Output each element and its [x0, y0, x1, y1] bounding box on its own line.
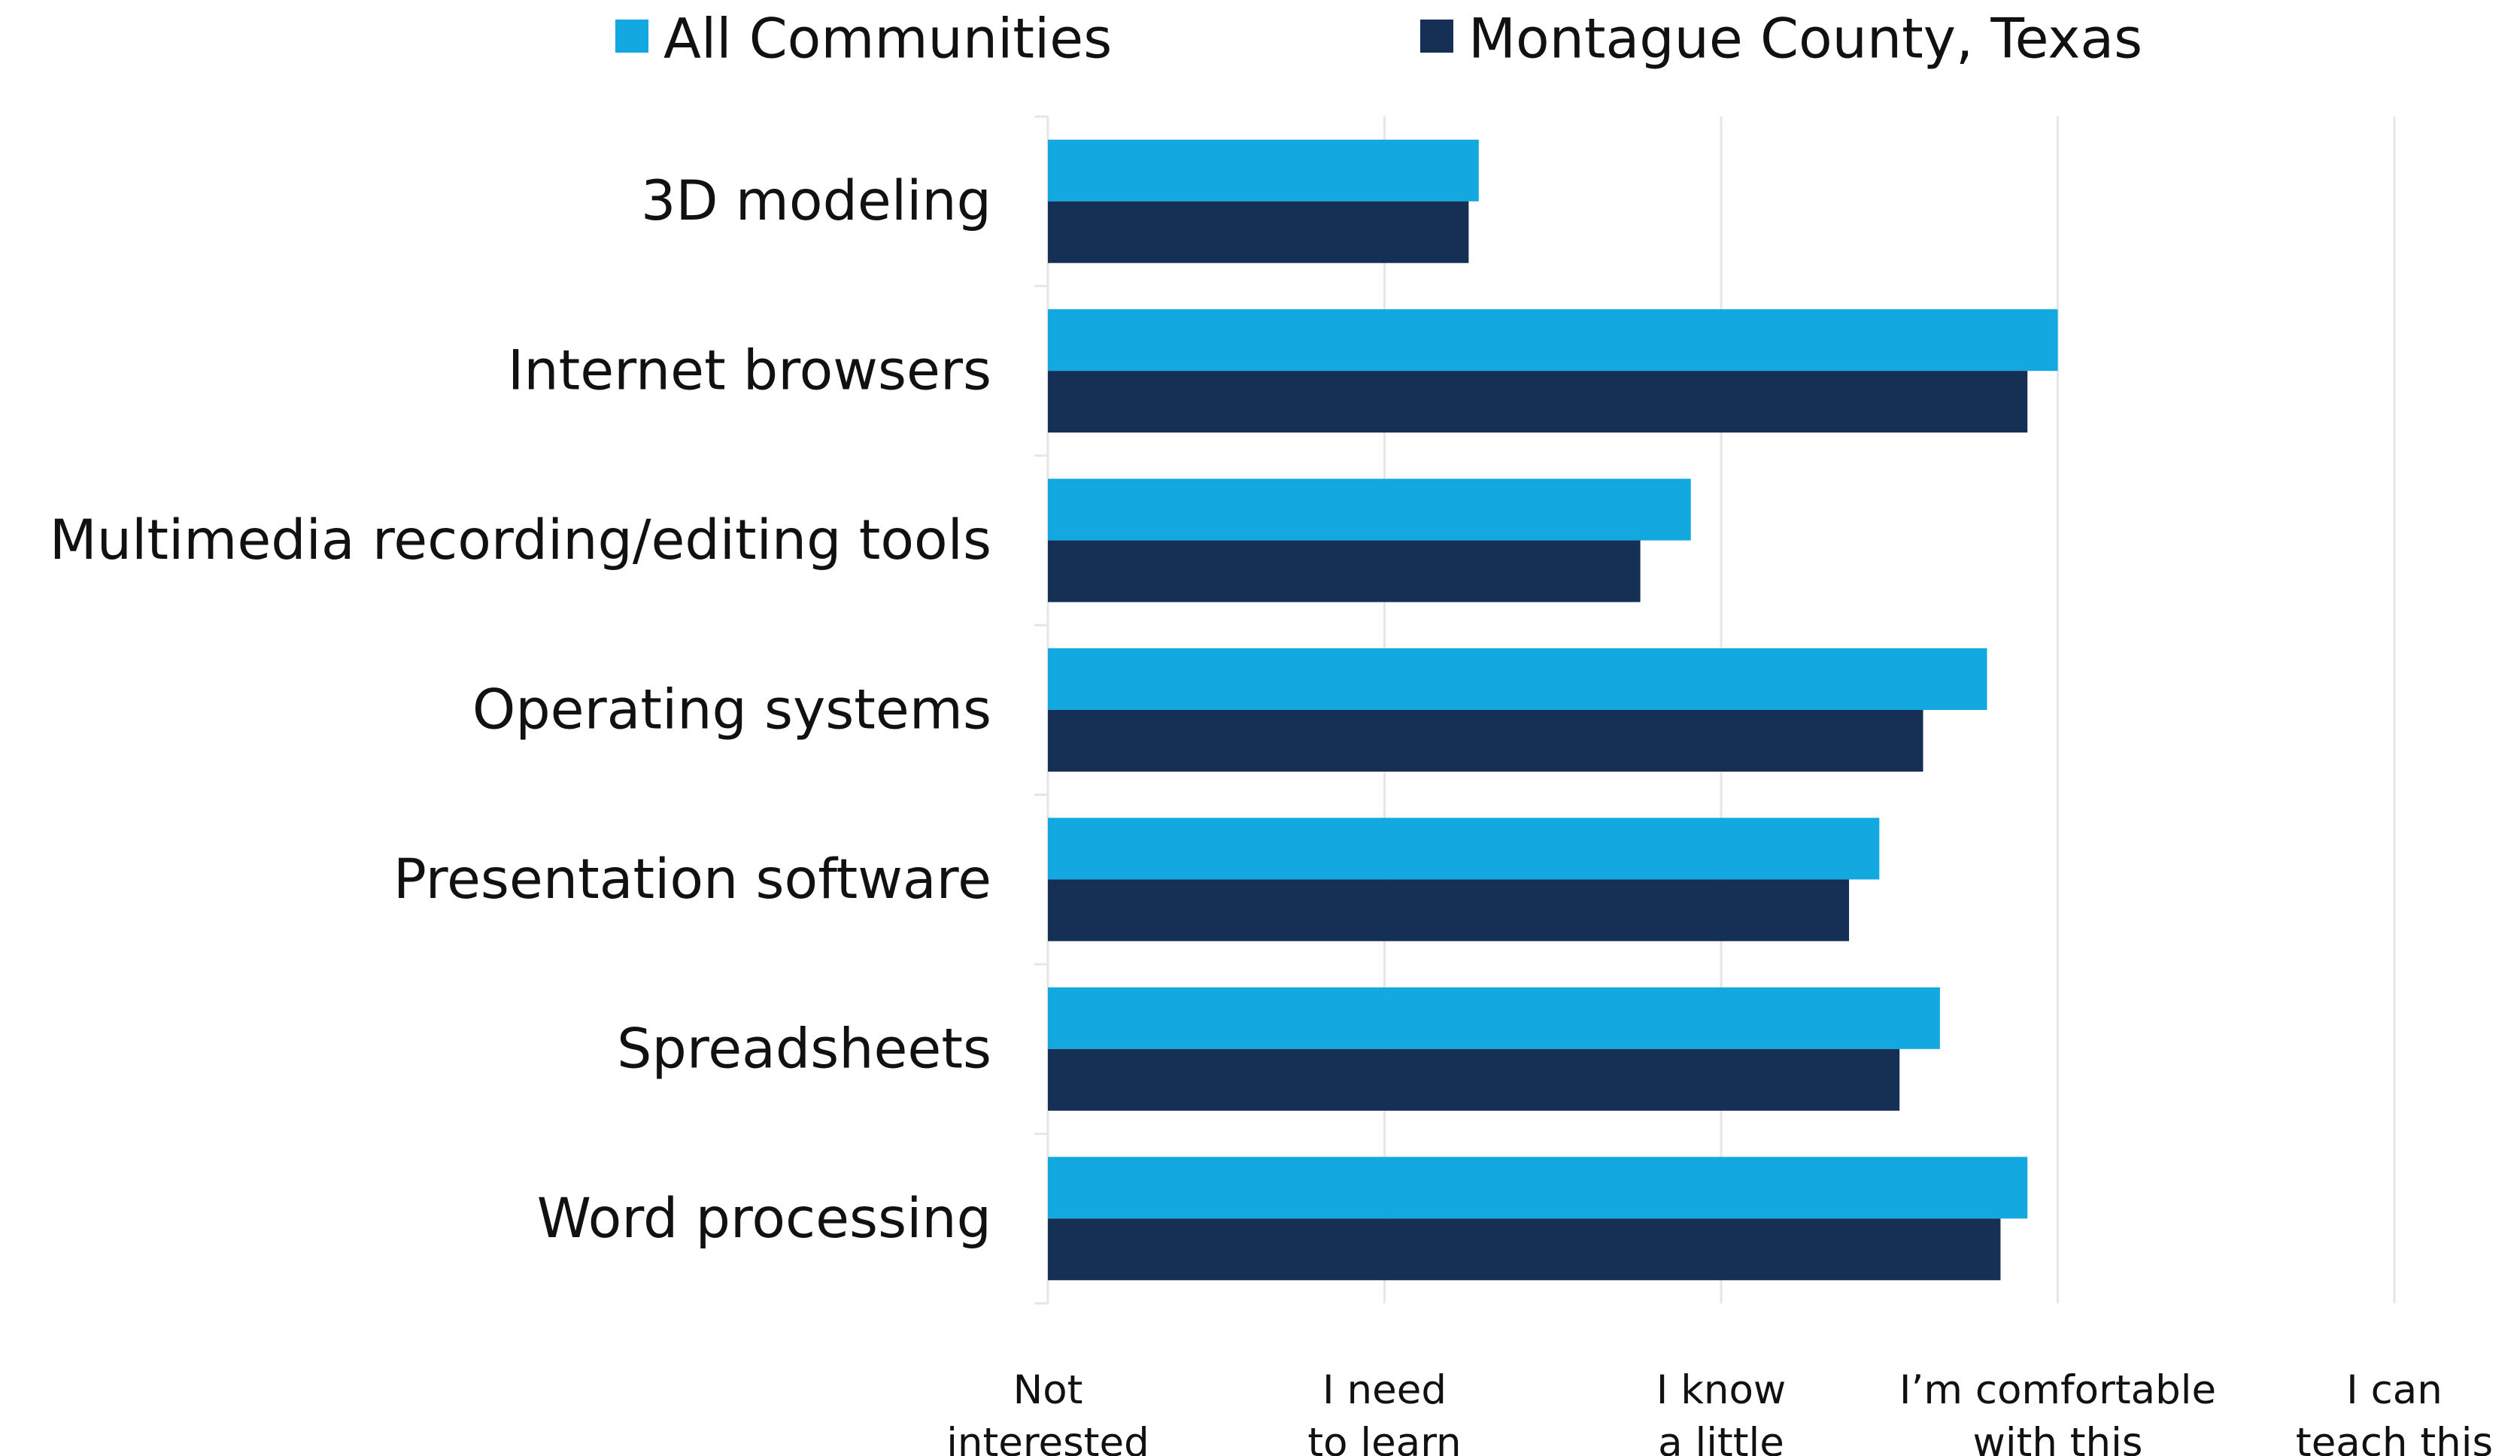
legend: All Communities Montague County, Texas — [615, 8, 2142, 71]
category-label: Internet browsers — [508, 339, 991, 403]
legend-label: All Communities — [663, 8, 1112, 71]
bars — [1048, 139, 2058, 1281]
legend-swatch — [615, 20, 648, 53]
category-label: 3D modeling — [641, 169, 991, 233]
category-label: Presentation software — [393, 848, 991, 912]
bar-montague-county — [1048, 1218, 2001, 1281]
bar-montague-county — [1048, 1048, 1900, 1111]
category-label: Multimedia recording/editing tools — [50, 508, 991, 572]
bar-all-communities — [1048, 1157, 2028, 1219]
x-tick-label: I need to learn — [1307, 1367, 1461, 1456]
x-tick-label: I know a little — [1656, 1367, 1787, 1456]
bar-montague-county — [1048, 371, 2028, 433]
bar-montague-county — [1048, 879, 1850, 942]
bar-montague-county — [1048, 540, 1641, 602]
x-tick-label: Not interested — [946, 1367, 1149, 1456]
x-tick-label: I’m comfortable with this — [1899, 1367, 2216, 1456]
bar-montague-county — [1048, 201, 1469, 263]
bar-all-communities — [1048, 987, 1940, 1049]
legend-label: Montague County, Texas — [1468, 8, 2142, 71]
bar-all-communities — [1048, 648, 1987, 710]
bar-all-communities — [1048, 139, 1479, 202]
bar-all-communities — [1048, 478, 1691, 541]
category-label: Operating systems — [472, 678, 991, 742]
x-tick-label: I can teach this — [2296, 1367, 2493, 1456]
x-axis-tick-labels: Not interested I need to learn I know a littl… — [946, 1367, 2493, 1456]
category-label: Word processing — [537, 1187, 991, 1251]
bar-all-communities — [1048, 309, 2058, 372]
bar-montague-county — [1048, 710, 1923, 772]
category-label: Spreadsheets — [617, 1017, 991, 1081]
legend-swatch — [1420, 20, 1453, 53]
bar-all-communities — [1048, 817, 1880, 880]
category-labels: 3D modeling Internet browsers Multimedia r… — [50, 169, 991, 1251]
